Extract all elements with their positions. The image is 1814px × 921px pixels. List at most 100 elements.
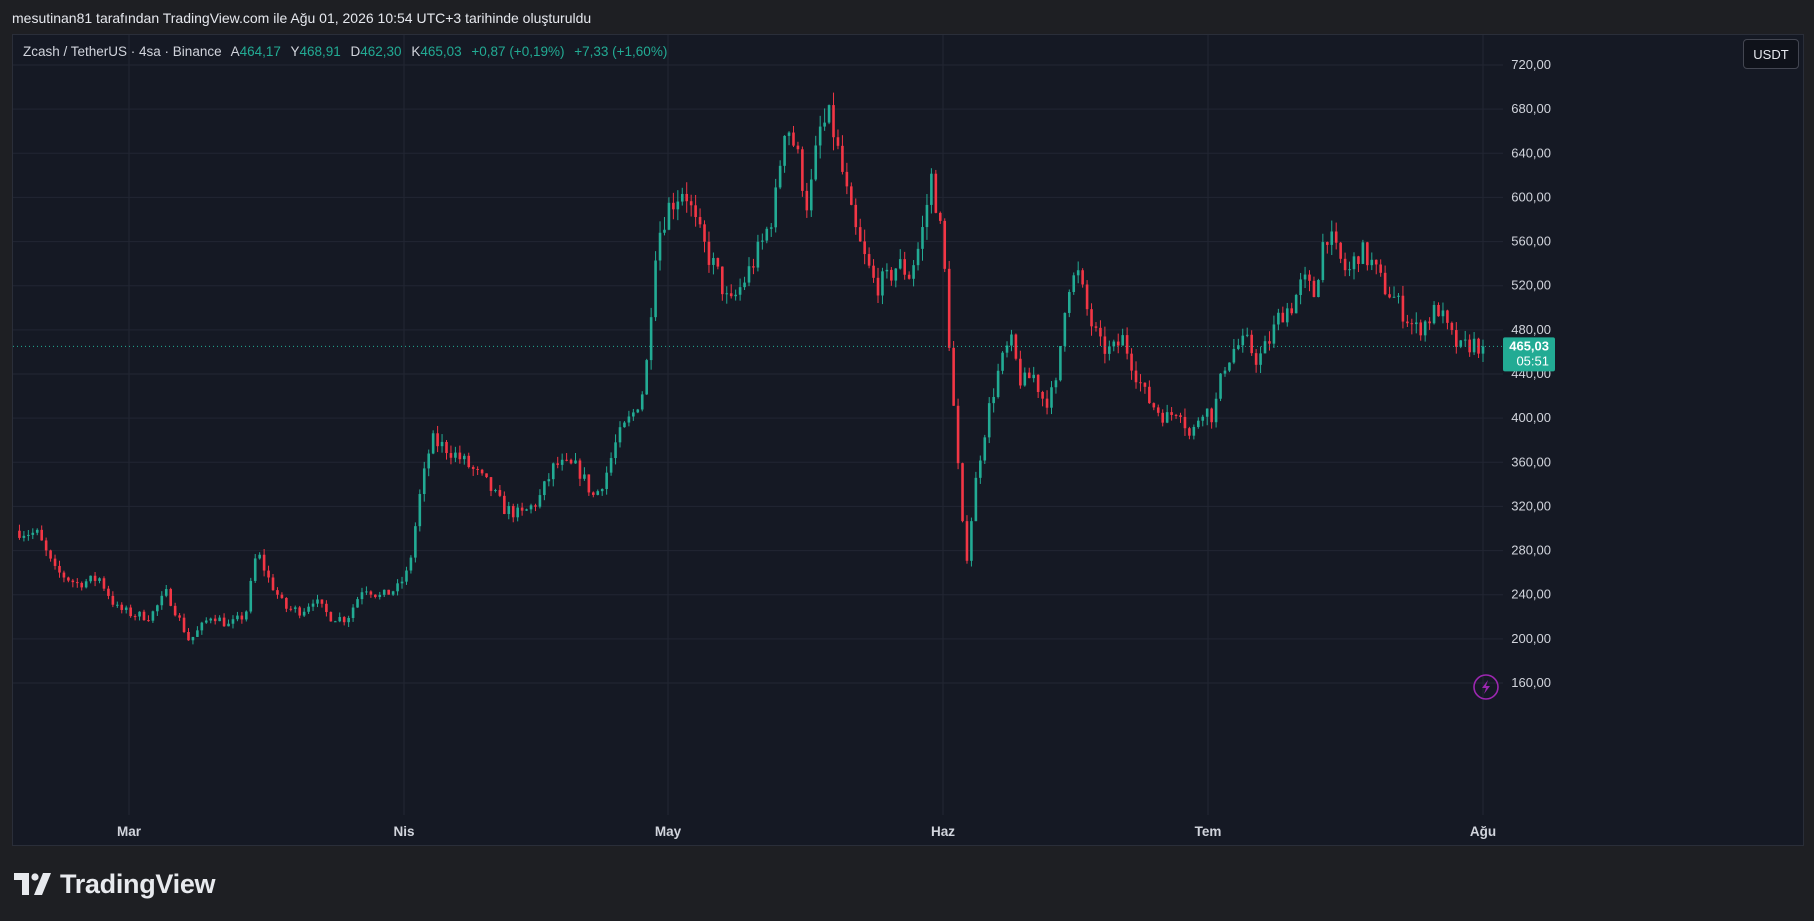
candle-body bbox=[147, 620, 150, 622]
candle-body bbox=[529, 505, 533, 510]
candle-body bbox=[133, 616, 137, 618]
candle-body bbox=[756, 241, 760, 268]
y-tick-label: 600,00 bbox=[1511, 189, 1551, 204]
candle-body bbox=[569, 459, 573, 464]
candle-body bbox=[227, 623, 230, 627]
candle-body bbox=[712, 258, 715, 265]
change-value: +0,87 (+0,19%) bbox=[471, 44, 565, 59]
candle-body bbox=[1076, 270, 1080, 276]
candle-body bbox=[1045, 398, 1049, 408]
close-label: K bbox=[411, 44, 421, 59]
candle-body bbox=[400, 581, 404, 584]
candle-body bbox=[872, 265, 875, 278]
candle-body bbox=[1419, 322, 1423, 336]
candlestick-chart[interactable]: 720,00 680,00 640,00 600,00 560,00 520,00 480,… bbox=[13, 35, 1803, 845]
candle-body bbox=[707, 241, 711, 265]
chart-pane[interactable]: 720,00 680,00 640,00 600,00 560,00 520,00 480,… bbox=[12, 34, 1804, 846]
candle-body bbox=[979, 460, 982, 478]
candle-body bbox=[1148, 386, 1151, 404]
x-tick-label: Haz bbox=[931, 824, 955, 839]
candle-body bbox=[329, 612, 333, 622]
candle-body bbox=[44, 540, 48, 551]
candle-body bbox=[1410, 323, 1414, 325]
candle-body bbox=[1361, 242, 1365, 264]
candle-body bbox=[409, 557, 413, 571]
candle-body bbox=[1308, 274, 1311, 281]
candle-body bbox=[320, 599, 324, 604]
candle-body bbox=[298, 607, 302, 616]
candle-body bbox=[1072, 275, 1076, 293]
candle-body bbox=[836, 137, 840, 146]
candle-body bbox=[734, 294, 737, 297]
candle-body bbox=[1446, 310, 1449, 323]
candle-body bbox=[1067, 292, 1071, 313]
y-tick-label: 560,00 bbox=[1511, 234, 1551, 249]
candle-body bbox=[1414, 322, 1418, 325]
candle-body bbox=[1183, 416, 1187, 429]
tradingview-logo[interactable]: TradingView bbox=[14, 868, 216, 900]
candle-body bbox=[1401, 295, 1405, 322]
candle-body bbox=[476, 468, 479, 470]
candle-body bbox=[58, 565, 61, 573]
lightning-icon[interactable] bbox=[1473, 674, 1499, 700]
candle-body bbox=[360, 592, 364, 600]
candle-body bbox=[307, 606, 310, 612]
candle-body bbox=[600, 489, 604, 492]
candle-body bbox=[498, 490, 502, 496]
candle-body bbox=[654, 260, 657, 318]
candle-body bbox=[974, 477, 978, 522]
candle-body bbox=[387, 589, 390, 595]
candle-body bbox=[538, 495, 542, 507]
candle-body bbox=[698, 217, 702, 225]
candle-body bbox=[236, 615, 239, 620]
candle-body bbox=[578, 460, 582, 479]
candle-body bbox=[1005, 345, 1009, 353]
candle-body bbox=[565, 459, 568, 461]
symbol-title[interactable]: Zcash / TetherUS · 4sa · Binance bbox=[23, 44, 222, 59]
candle-body bbox=[987, 403, 991, 438]
candle-body bbox=[40, 529, 43, 541]
candle-body bbox=[1237, 345, 1240, 349]
x-tick-label: Ağu bbox=[1470, 824, 1496, 839]
change-value-2: +7,33 (+1,60%) bbox=[574, 44, 668, 59]
candle-body bbox=[462, 455, 466, 460]
candle-body bbox=[925, 204, 929, 228]
candle-body bbox=[1455, 330, 1458, 347]
candle-body bbox=[71, 580, 75, 583]
price-tag-countdown: 05:51 bbox=[1516, 353, 1549, 368]
candle-body bbox=[525, 509, 528, 511]
candle-body bbox=[943, 220, 947, 269]
candle-body bbox=[262, 554, 266, 571]
open-value: 464,17 bbox=[239, 44, 281, 59]
candle-body bbox=[1116, 341, 1120, 346]
candle-body bbox=[1170, 412, 1173, 415]
candle-body bbox=[156, 605, 159, 612]
open-label: A bbox=[230, 44, 240, 59]
candle-body bbox=[138, 611, 141, 617]
candle-body bbox=[796, 145, 800, 150]
candle-body bbox=[627, 416, 631, 423]
candle-body bbox=[1366, 242, 1369, 266]
candle-body bbox=[1010, 334, 1013, 346]
candle-body bbox=[67, 577, 70, 581]
candle-body bbox=[1179, 415, 1182, 417]
candle-body bbox=[1459, 340, 1463, 347]
candle-body bbox=[983, 437, 987, 461]
candle-body bbox=[62, 572, 66, 578]
candle-body bbox=[302, 611, 306, 616]
candle-body bbox=[22, 535, 26, 538]
candle-body bbox=[1477, 338, 1480, 354]
candle-body bbox=[907, 274, 911, 279]
candle-body bbox=[1139, 382, 1142, 384]
candle-body bbox=[209, 618, 213, 621]
candle-body bbox=[1272, 324, 1276, 344]
tradingview-logo-icon bbox=[14, 873, 51, 895]
candle-body bbox=[213, 618, 217, 622]
candle-body bbox=[271, 577, 275, 591]
candle-body bbox=[1108, 346, 1111, 354]
candle-body bbox=[1254, 353, 1258, 365]
currency-button[interactable]: USDT bbox=[1743, 39, 1799, 69]
high-value: 468,91 bbox=[299, 44, 341, 59]
candle-body bbox=[574, 460, 577, 464]
candle-body bbox=[267, 570, 270, 578]
